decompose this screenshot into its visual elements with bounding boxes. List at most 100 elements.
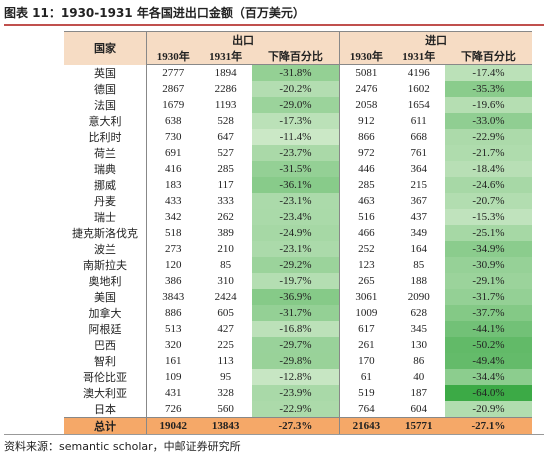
table-row: 丹麦 433 333 -23.1% 463 367 -20.7% bbox=[64, 192, 532, 209]
value-cell: 123 bbox=[339, 256, 393, 273]
value-cell: -31.8% bbox=[251, 64, 340, 81]
value-cell: 21643 bbox=[339, 416, 393, 435]
value-cell: 518 bbox=[145, 224, 200, 241]
value-cell: 611 bbox=[410, 114, 427, 127]
value-cell: -24.9% bbox=[251, 224, 340, 241]
value-cell: 342 bbox=[145, 208, 200, 225]
table-row: 意大利 638 528 -17.3% 912 611 -33.0% bbox=[64, 112, 532, 129]
header-cell: 国家 bbox=[64, 31, 147, 65]
value-cell: 164 bbox=[410, 242, 428, 255]
value-cell: 85 bbox=[220, 258, 232, 271]
table-row: 巴西 320 225 -29.7% 261 130 -50.2% bbox=[64, 336, 532, 353]
value-cell: 40 bbox=[413, 370, 425, 383]
country-cell: 捷克斯洛伐克 bbox=[72, 227, 138, 240]
value-cell: 2476 bbox=[339, 80, 393, 97]
table-row: 比利时 730 647 -11.4% 866 668 -22.9% bbox=[64, 128, 532, 145]
country-cell: 南斯拉夫 bbox=[83, 259, 127, 272]
title: 图表 11：1930-1931 年各国进出口金额（百万美元） bbox=[4, 4, 544, 26]
value-cell: 95 bbox=[220, 370, 232, 383]
value-cell: -30.9% bbox=[444, 256, 532, 273]
value-cell: -50.2% bbox=[444, 336, 532, 353]
value-cell: -64.0% bbox=[444, 384, 532, 401]
value-cell: -29.2% bbox=[251, 256, 340, 273]
table-row: 南斯拉夫 120 85 -29.2% 123 85 -30.9% bbox=[64, 256, 532, 273]
header-cell: 出口 bbox=[145, 31, 340, 48]
value-cell: -23.7% bbox=[251, 144, 340, 161]
value-cell: -44.1% bbox=[444, 320, 532, 337]
value-cell: 389 bbox=[217, 226, 234, 239]
value-cell: -34.9% bbox=[444, 240, 532, 257]
value-cell: -27.3% bbox=[251, 416, 340, 435]
value-cell: -16.8% bbox=[251, 320, 340, 337]
country-cell: 意大利 bbox=[88, 115, 122, 128]
value-cell: 225 bbox=[217, 338, 234, 351]
header-cell: 1930年 bbox=[339, 48, 393, 65]
value-cell: 117 bbox=[217, 178, 234, 191]
country-cell: 总计 bbox=[64, 416, 147, 435]
value-cell: -18.4% bbox=[444, 160, 532, 177]
value-cell: 273 bbox=[145, 240, 200, 257]
value-cell: 605 bbox=[217, 306, 234, 319]
value-cell: -12.8% bbox=[251, 368, 340, 385]
value-cell: 252 bbox=[339, 240, 393, 257]
value-cell: 320 bbox=[145, 336, 200, 353]
value-cell: 886 bbox=[145, 304, 200, 321]
table-row: 阿根廷 513 427 -16.8% 617 345 -44.1% bbox=[64, 320, 532, 337]
table-row: 澳大利亚 431 328 -23.9% 519 187 -64.0% bbox=[64, 384, 532, 401]
table-row: 挪威 183 117 -36.1% 285 215 -24.6% bbox=[64, 176, 532, 193]
value-cell: 691 bbox=[145, 144, 200, 161]
value-cell: 2058 bbox=[339, 96, 393, 113]
value-cell: 386 bbox=[145, 272, 200, 289]
value-cell: 972 bbox=[339, 144, 393, 161]
value-cell: -17.3% bbox=[251, 112, 340, 129]
value-cell: 15771 bbox=[392, 416, 445, 435]
table-row: 捷克斯洛伐克 518 389 -24.9% 466 349 -25.1% bbox=[64, 224, 532, 241]
value-cell: 528 bbox=[217, 114, 234, 127]
header-row: 1930年 1931年 下降百分比 1930年 1931年 下降百分比 bbox=[64, 48, 532, 65]
value-cell: -36.9% bbox=[251, 288, 340, 305]
value-cell: 364 bbox=[410, 162, 428, 175]
value-cell: 463 bbox=[339, 192, 393, 209]
table-row: 加拿大 886 605 -31.7% 1009 628 -37.7% bbox=[64, 304, 532, 321]
table-row: 法国 1679 1193 -29.0% 2058 1654 -19.6% bbox=[64, 96, 532, 113]
value-cell: 262 bbox=[217, 210, 234, 223]
value-cell: 187 bbox=[410, 386, 428, 399]
header-cell: 下降百分比 bbox=[444, 48, 532, 65]
table-row: 哥伦比亚 109 95 -12.8% 61 40 -34.4% bbox=[64, 368, 532, 385]
value-cell: 628 bbox=[410, 306, 428, 319]
value-cell: -31.7% bbox=[444, 288, 532, 305]
header-cell: 1930年 bbox=[145, 48, 200, 65]
value-cell: 866 bbox=[339, 128, 393, 145]
value-cell: 516 bbox=[339, 208, 393, 225]
table-body: 英国 2777 1894 -31.8% 5081 4196 -17.4% 德国 2867 2286… bbox=[64, 64, 532, 435]
country-cell: 巴西 bbox=[94, 339, 116, 352]
country-cell: 瑞士 bbox=[94, 211, 116, 224]
value-cell: 668 bbox=[410, 130, 428, 143]
value-cell: -33.0% bbox=[444, 112, 532, 129]
value-cell: 2286 bbox=[214, 82, 237, 95]
value-cell: 130 bbox=[410, 338, 428, 351]
value-cell: 726 bbox=[145, 400, 200, 418]
value-cell: 1894 bbox=[214, 66, 237, 79]
table-row: 美国 3843 2424 -36.9% 3061 2090 -31.7% bbox=[64, 288, 532, 305]
value-cell: 604 bbox=[410, 402, 428, 415]
value-cell: -36.1% bbox=[251, 176, 340, 193]
value-cell: 13843 bbox=[199, 416, 252, 435]
value-cell: -23.1% bbox=[251, 240, 340, 257]
value-cell: 466 bbox=[339, 224, 393, 241]
table-row: 总计 19042 13843 -27.3% 21643 15771 -27.1% bbox=[64, 416, 532, 435]
value-cell: 109 bbox=[145, 368, 200, 385]
value-cell: 333 bbox=[217, 194, 234, 207]
header-cell: 下降百分比 bbox=[251, 48, 340, 65]
table-row: 瑞典 416 285 -31.5% 446 364 -18.4% bbox=[64, 160, 532, 177]
country-cell: 美国 bbox=[94, 291, 116, 304]
value-cell: 437 bbox=[410, 210, 428, 223]
value-cell: -17.4% bbox=[444, 64, 532, 81]
value-cell: 215 bbox=[410, 178, 428, 191]
country-cell: 荷兰 bbox=[94, 147, 116, 160]
value-cell: 617 bbox=[339, 320, 393, 337]
value-cell: 416 bbox=[145, 160, 200, 177]
table-row: 瑞士 342 262 -23.4% 516 437 -15.3% bbox=[64, 208, 532, 225]
value-cell: 345 bbox=[410, 322, 428, 335]
value-cell: 2777 bbox=[145, 64, 200, 81]
